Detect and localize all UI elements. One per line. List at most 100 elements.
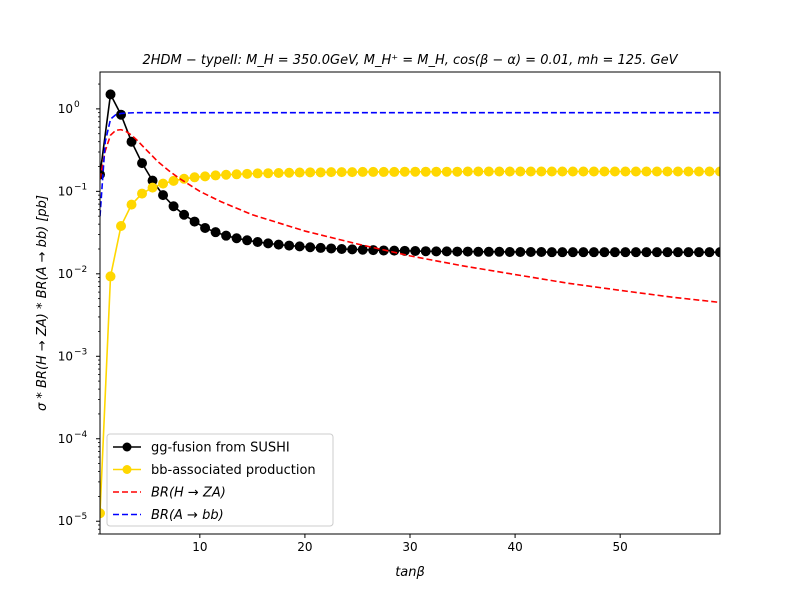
y-tick-exponent: 0 bbox=[74, 100, 80, 110]
data-point bbox=[294, 241, 305, 252]
data-point bbox=[462, 166, 473, 177]
data-point bbox=[410, 246, 421, 257]
data-point bbox=[231, 233, 242, 244]
data-point bbox=[158, 190, 169, 201]
legend-marker bbox=[122, 465, 132, 474]
data-point bbox=[305, 242, 316, 253]
data-point bbox=[210, 170, 221, 181]
data-point bbox=[305, 167, 316, 178]
data-point bbox=[357, 244, 368, 255]
series-3 bbox=[100, 111, 720, 217]
data-point bbox=[137, 158, 148, 169]
data-point bbox=[494, 166, 505, 177]
series-1 bbox=[100, 166, 720, 519]
data-point bbox=[483, 166, 494, 177]
y-tick-exponent: −1 bbox=[74, 182, 87, 192]
chart-title: 2HDM − typeII: M_H = 350.0GeV, M_H⁺ = M_… bbox=[142, 53, 678, 68]
data-point bbox=[315, 242, 326, 253]
data-point bbox=[704, 166, 715, 177]
data-point bbox=[715, 247, 720, 258]
data-point bbox=[378, 166, 389, 177]
data-point bbox=[284, 240, 295, 251]
data-point bbox=[105, 89, 116, 100]
data-point bbox=[515, 246, 526, 257]
data-point bbox=[672, 166, 683, 177]
x-axis-label: tanβ bbox=[395, 565, 425, 580]
legend-label: BR(H → ZA) bbox=[151, 486, 226, 501]
legend-label: BR(A → bb) bbox=[151, 508, 224, 523]
data-point bbox=[368, 166, 379, 177]
data-point bbox=[546, 166, 557, 177]
data-point bbox=[326, 243, 337, 254]
data-point bbox=[179, 173, 190, 184]
data-point bbox=[326, 167, 337, 178]
data-point bbox=[557, 166, 568, 177]
data-point bbox=[651, 247, 662, 258]
y-tick-label: 10 bbox=[58, 102, 73, 116]
y-tick-exponent: −2 bbox=[74, 265, 87, 275]
data-point bbox=[578, 166, 589, 177]
y-tick-base: 10 bbox=[58, 267, 73, 281]
data-point bbox=[641, 247, 652, 258]
data-point bbox=[168, 175, 179, 186]
data-point bbox=[221, 230, 232, 241]
data-point bbox=[242, 235, 253, 246]
series-line bbox=[100, 111, 720, 217]
data-point bbox=[431, 246, 442, 257]
data-point bbox=[179, 209, 190, 220]
series-layer bbox=[100, 89, 720, 519]
data-point bbox=[357, 166, 368, 177]
data-point bbox=[252, 237, 263, 248]
y-tick-base: 10 bbox=[58, 102, 73, 116]
data-point bbox=[620, 247, 631, 258]
x-axis: 10 20 30 40 50 bbox=[192, 534, 628, 554]
data-point bbox=[483, 246, 494, 257]
data-point bbox=[683, 247, 694, 258]
y-tick-base: 10 bbox=[58, 514, 73, 528]
y-tick-base: 10 bbox=[58, 184, 73, 198]
legend: gg-fusion from SUSHI bb-associated produc… bbox=[106, 433, 334, 527]
data-point bbox=[630, 166, 641, 177]
data-point bbox=[284, 167, 295, 178]
data-point bbox=[641, 166, 652, 177]
data-point bbox=[662, 166, 673, 177]
y-tick-label: 10 bbox=[58, 267, 73, 281]
data-point bbox=[672, 247, 683, 258]
data-point bbox=[494, 246, 505, 257]
data-point bbox=[473, 166, 484, 177]
data-point bbox=[715, 166, 720, 177]
y-tick-label: 10 bbox=[58, 432, 73, 446]
data-point bbox=[515, 166, 526, 177]
data-point bbox=[536, 246, 547, 257]
data-point bbox=[231, 169, 242, 180]
data-point bbox=[347, 244, 358, 255]
y-tick-exponent: −5 bbox=[74, 512, 87, 522]
data-point bbox=[389, 166, 400, 177]
x-tick-label: 40 bbox=[507, 540, 522, 554]
data-point bbox=[462, 246, 473, 257]
data-point bbox=[620, 166, 631, 177]
data-point bbox=[588, 166, 599, 177]
data-point bbox=[273, 239, 284, 250]
data-point bbox=[189, 216, 200, 227]
legend-entry: gg-fusion from SUSHI bbox=[113, 441, 290, 456]
data-point bbox=[189, 172, 200, 183]
data-point bbox=[147, 182, 158, 193]
data-point bbox=[252, 168, 263, 179]
legend-marker bbox=[122, 442, 132, 452]
data-point bbox=[473, 246, 484, 257]
y-tick-exponent: −3 bbox=[74, 347, 87, 357]
data-point bbox=[567, 247, 578, 258]
data-point bbox=[200, 171, 211, 182]
data-point bbox=[693, 247, 704, 258]
data-point bbox=[609, 247, 620, 258]
legend-entry: bb-associated production bbox=[113, 463, 316, 478]
data-point bbox=[242, 168, 253, 179]
data-point bbox=[546, 247, 557, 258]
data-point bbox=[116, 109, 127, 120]
legend-label: gg-fusion from SUSHI bbox=[151, 441, 290, 456]
x-tick-label: 30 bbox=[402, 540, 417, 554]
data-point bbox=[315, 167, 326, 178]
y-tick-base: 10 bbox=[58, 349, 73, 363]
